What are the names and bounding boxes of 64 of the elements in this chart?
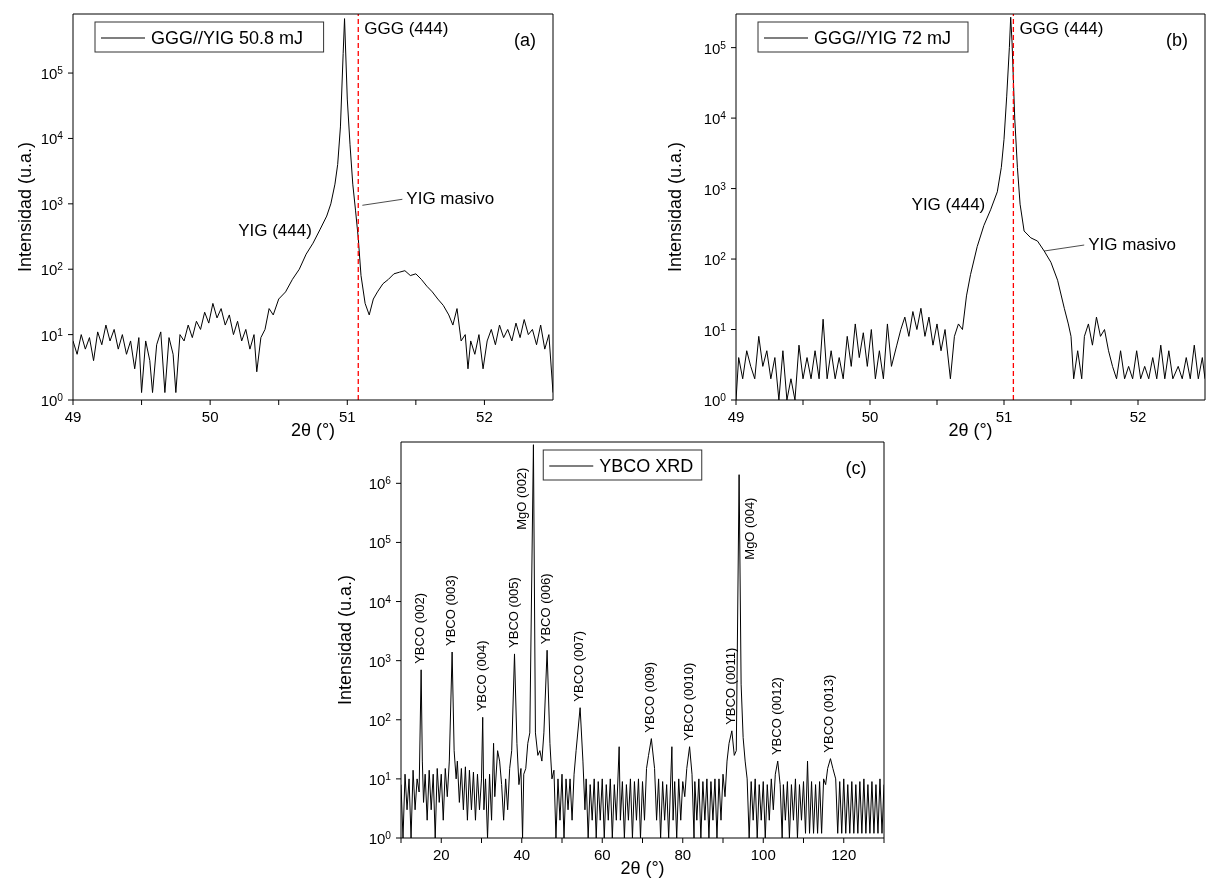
x-tick-label: 52 bbox=[476, 408, 493, 425]
x-tick-label: 50 bbox=[861, 408, 879, 425]
annotation: (b) bbox=[1166, 30, 1188, 50]
y-axis-title: Intensidad (u.a.) bbox=[664, 141, 685, 273]
y-tick-label: 10$^{4}$ bbox=[40, 129, 64, 148]
annotation: YBCO (0010) bbox=[681, 662, 697, 741]
y-tick-label: 10$^{0}$ bbox=[368, 829, 392, 847]
annotation: YBCO (0012) bbox=[769, 677, 785, 756]
annotation: MgO (002) bbox=[514, 467, 530, 530]
annotation: YIG (444) bbox=[238, 220, 312, 240]
annotation: YBCO (006) bbox=[538, 573, 554, 645]
annotation: YBCO (005) bbox=[505, 577, 521, 648]
x-tick-label: 80 bbox=[674, 846, 692, 863]
x-tick-label: 52 bbox=[1129, 408, 1147, 425]
x-tick-label: 51 bbox=[338, 408, 356, 425]
annotation: (a) bbox=[514, 30, 536, 50]
y-tick-label: 10$^{0}$ bbox=[40, 391, 64, 409]
x-axis-title: 2θ (°) bbox=[290, 420, 336, 440]
x-tick-label: 50 bbox=[201, 408, 219, 425]
y-tick-label: 10$^{5}$ bbox=[368, 533, 392, 552]
y-tick-label: 10$^{1}$ bbox=[368, 770, 392, 788]
x-axis-title: 2θ (°) bbox=[948, 420, 993, 440]
y-axis-title: Intensidad (u.a.) bbox=[14, 141, 35, 273]
x-tick-label: 120 bbox=[831, 846, 857, 863]
y-tick-label: 10$^{1}$ bbox=[40, 326, 64, 344]
ref-line-label: GGG (444) bbox=[364, 19, 449, 38]
y-tick-label: 10$^{6}$ bbox=[368, 474, 392, 493]
x-tick-label: 40 bbox=[513, 846, 531, 863]
y-tick-label: 10$^{0}$ bbox=[703, 391, 727, 409]
ref-line-label: GGG (444) bbox=[1019, 19, 1104, 38]
x-tick-label: 51 bbox=[995, 408, 1013, 425]
annotation: (c) bbox=[845, 458, 867, 478]
y-tick-label: 10$^{2}$ bbox=[40, 260, 64, 279]
y-axis-title: Intensidad (u.a.) bbox=[334, 574, 355, 706]
y-tick-label: 10$^{2}$ bbox=[703, 250, 727, 269]
annotation: YBCO (004) bbox=[474, 640, 490, 712]
x-tick-label: 49 bbox=[64, 408, 82, 425]
annotation: YBCO (002) bbox=[412, 593, 428, 664]
annotation: YIG masivo bbox=[406, 189, 495, 209]
annotation: YBCO (003) bbox=[443, 575, 459, 647]
annotation: YIG masivo bbox=[1088, 235, 1177, 255]
x-tick-label: 60 bbox=[593, 846, 611, 863]
y-tick-label: 10$^{4}$ bbox=[703, 109, 727, 128]
annotation: YBCO (009) bbox=[642, 661, 658, 733]
x-axis-title: 2θ (°) bbox=[620, 858, 665, 878]
y-tick-label: 10$^{1}$ bbox=[703, 321, 727, 339]
annotation: YBCO (007) bbox=[571, 630, 587, 702]
y-tick-label: 10$^{2}$ bbox=[368, 711, 392, 729]
x-tick-label: 49 bbox=[727, 408, 745, 425]
x-tick-label: 20 bbox=[432, 846, 450, 863]
annotation: MgO (004) bbox=[742, 497, 758, 560]
annotation: YBCO (0011) bbox=[723, 647, 739, 725]
x-tick-label: 100 bbox=[750, 846, 776, 863]
annotation: YIG (444) bbox=[911, 195, 986, 215]
y-tick-label: 10$^{3}$ bbox=[368, 652, 392, 670]
y-tick-label: 10$^{3}$ bbox=[40, 195, 64, 213]
legend-label: YBCO XRD bbox=[599, 456, 694, 476]
legend-label: GGG//YIG 50.8 mJ bbox=[151, 28, 304, 48]
legend-label: GGG//YIG 72 mJ bbox=[814, 28, 952, 48]
annotation: YBCO (0013) bbox=[821, 674, 837, 753]
y-tick-label: 10$^{4}$ bbox=[368, 593, 392, 611]
y-tick-label: 10$^{3}$ bbox=[703, 180, 727, 198]
y-tick-label: 10$^{5}$ bbox=[703, 39, 727, 57]
y-tick-label: 10$^{5}$ bbox=[40, 64, 64, 83]
